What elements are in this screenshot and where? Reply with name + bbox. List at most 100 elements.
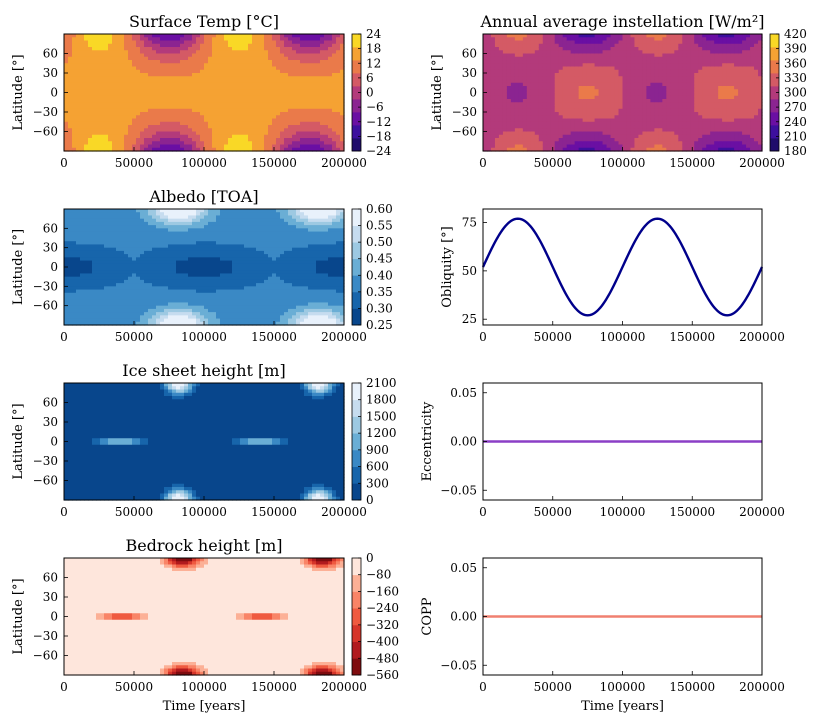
- heatmap-cell: [614, 108, 620, 113]
- heatmap-cell: [498, 99, 504, 103]
- heatmap-cell: [212, 105, 217, 110]
- heatmap-cell: [132, 73, 137, 77]
- heatmap-cell: [658, 128, 663, 133]
- heatmap-cell: [232, 138, 237, 142]
- heatmap-cell: [196, 121, 201, 126]
- heatmap-cell: [188, 125, 193, 129]
- heatmap-cell: [204, 99, 209, 103]
- heatmap-cell: [96, 128, 101, 133]
- heatmap-cell: [264, 92, 269, 97]
- heatmap-cell: [80, 73, 85, 77]
- heatmap-cell: [160, 43, 165, 48]
- heatmap-cell: [224, 89, 229, 94]
- heatmap-cell: [498, 138, 504, 142]
- heatmap-cell: [172, 66, 177, 71]
- heatmap-cell: [746, 121, 751, 126]
- heatmap-cell: [682, 128, 687, 133]
- heatmap-cell: [120, 60, 125, 64]
- heatmap-cell: [272, 99, 277, 103]
- heatmap-cell: [502, 95, 508, 100]
- heatmap-cell: [586, 115, 592, 120]
- heatmap-cell: [268, 86, 273, 90]
- heatmap-cell: [332, 89, 337, 94]
- heatmap-cell: [120, 53, 125, 58]
- heatmap-cell: [494, 134, 500, 139]
- heatmap-cell: [176, 147, 181, 152]
- heatmap-cell: [666, 108, 671, 113]
- heatmap-cell: [630, 105, 636, 110]
- heatmap-cell: [702, 99, 707, 103]
- heatmap-cell: [176, 73, 181, 77]
- heatmap-cell: [240, 56, 245, 61]
- heatmap-cell: [236, 37, 241, 42]
- heatmap-cell: [328, 34, 333, 38]
- heatmap-cell: [734, 76, 739, 81]
- heatmap-cell: [726, 147, 731, 152]
- heatmap-cell: [662, 76, 667, 81]
- heatmap-cell: [486, 141, 492, 146]
- heatmap-cell: [550, 108, 556, 113]
- heatmap-cell: [124, 76, 129, 81]
- heatmap-cell: [88, 34, 93, 38]
- heatmap-cell: [598, 66, 604, 71]
- heatmap-cell: [590, 138, 596, 142]
- heatmap-cell: [116, 50, 121, 55]
- heatmap-cell: [140, 47, 145, 51]
- heatmap-cell: [80, 141, 85, 146]
- heatmap-cell: [606, 147, 612, 152]
- heatmap-cell: [662, 86, 667, 90]
- heatmap-cell: [718, 115, 723, 120]
- heatmap-cell: [490, 105, 496, 110]
- heatmap-cell: [718, 105, 723, 110]
- heatmap-cell: [136, 134, 141, 139]
- heatmap-cell: [730, 37, 735, 42]
- heatmap-cell: [276, 92, 281, 97]
- heatmap-cell: [738, 105, 743, 110]
- heatmap-cell: [562, 66, 568, 71]
- heatmap-cell: [72, 125, 77, 129]
- heatmap-cell: [590, 76, 596, 81]
- heatmap-cell: [702, 134, 707, 139]
- heatmap-cell: [256, 118, 261, 123]
- heatmap-cell: [292, 115, 297, 120]
- heatmap-cell: [316, 134, 321, 139]
- heatmap-cell: [172, 128, 177, 133]
- heatmap-cell: [236, 76, 241, 81]
- heatmap-cell: [316, 147, 321, 152]
- heatmap-cell: [554, 66, 560, 71]
- heatmap-cell: [586, 50, 592, 55]
- heatmap-cell: [502, 34, 508, 38]
- heatmap-cell: [750, 50, 755, 55]
- heatmap-cell: [104, 92, 109, 97]
- heatmap-cell: [614, 105, 620, 110]
- heatmap-cell: [196, 50, 201, 55]
- heatmap-cell: [200, 147, 205, 152]
- heatmap-cell: [586, 43, 592, 48]
- heatmap-cell: [212, 56, 217, 61]
- heatmap-cell: [280, 112, 285, 116]
- heatmap-cell: [530, 131, 536, 136]
- heatmap-cell: [730, 112, 735, 116]
- heatmap-cell: [654, 73, 659, 77]
- heatmap-cell: [256, 134, 261, 139]
- heatmap-cell: [734, 102, 739, 107]
- heatmap-cell: [530, 89, 536, 94]
- heatmap-cell: [706, 128, 711, 133]
- heatmap-cell: [646, 121, 651, 126]
- heatmap-cell: [694, 128, 699, 133]
- heatmap-cell: [522, 37, 528, 42]
- heatmap-cell: [96, 82, 101, 87]
- heatmap-cell: [252, 73, 257, 77]
- heatmap-cell: [718, 60, 723, 64]
- heatmap-cell: [618, 79, 624, 84]
- heatmap-cell: [68, 69, 73, 74]
- heatmap-cell: [606, 138, 612, 142]
- heatmap-cell: [738, 141, 743, 146]
- heatmap-cell: [180, 115, 185, 120]
- heatmap-cell: [670, 50, 675, 55]
- heatmap-cell: [284, 121, 289, 126]
- heatmap-cell: [698, 105, 703, 110]
- heatmap-cell: [622, 82, 628, 87]
- heatmap-cell: [184, 82, 189, 87]
- heatmap-cell: [320, 86, 325, 90]
